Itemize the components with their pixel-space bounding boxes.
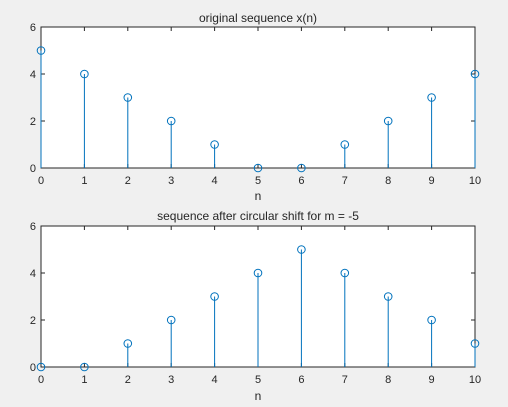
stem-series [36, 46, 480, 173]
x-axis-label: n [255, 389, 262, 403]
stem-marker [383, 292, 393, 301]
stem-marker [470, 339, 480, 348]
x-tick-label: 10 [469, 374, 481, 386]
x-tick-label: 0 [38, 374, 44, 386]
y-tick-label: 4 [30, 69, 36, 81]
stem-marker [210, 140, 219, 149]
x-tick-label: 1 [81, 175, 87, 187]
x-tick-label: 3 [168, 374, 174, 386]
stem-marker [427, 93, 436, 102]
stem-marker [80, 69, 89, 79]
stem-marker [123, 93, 133, 102]
x-axis-label: n [255, 189, 262, 203]
x-tick-label: 9 [429, 374, 435, 386]
subplot-title: original sequence x(n) [199, 11, 317, 25]
stem-marker [470, 69, 480, 79]
axes-area [40, 26, 476, 169]
x-tick-label: 8 [385, 374, 391, 386]
stem-marker [340, 268, 350, 278]
stem-marker [253, 268, 263, 278]
y-tick-label: 0 [30, 362, 36, 374]
x-tick-label: 2 [125, 374, 131, 386]
x-tick-label: 5 [255, 175, 261, 187]
x-tick-label: 7 [342, 374, 348, 386]
x-tick-label: 8 [385, 175, 391, 187]
stem-marker [340, 140, 350, 149]
stem-marker [166, 315, 176, 325]
subplot-shifted-sequence: sequence after circular shift for m = -5… [30, 209, 481, 403]
x-tick-label: 4 [212, 175, 218, 187]
stem-marker [253, 163, 263, 173]
stem-marker [36, 362, 46, 372]
stem-marker [383, 116, 393, 126]
y-tick-label: 2 [30, 116, 36, 128]
x-tick-label: 1 [81, 374, 87, 386]
x-tick-label: 5 [255, 374, 261, 386]
x-tick-label: 4 [212, 374, 218, 386]
y-tick-label: 6 [30, 22, 36, 34]
y-tick-label: 6 [30, 221, 36, 233]
subplot-original-sequence: original sequence x(n) n 0 1 2 3 4 5 6 7 8 9 10 0 2 4… [30, 11, 481, 203]
y-tick-label: 2 [30, 315, 36, 327]
stem-marker [166, 116, 176, 126]
x-tick-label: 6 [298, 175, 304, 187]
x-tick-label: 7 [342, 175, 348, 187]
x-tick-label: 0 [38, 175, 44, 187]
stem-marker [210, 292, 219, 301]
y-tick-label: 0 [30, 163, 36, 175]
x-tick-label: 10 [469, 175, 481, 187]
stem-series [36, 245, 480, 372]
x-tick-label: 2 [125, 175, 131, 187]
stem-marker [427, 315, 436, 325]
stem-marker [123, 339, 133, 348]
x-tick-label: 6 [298, 374, 304, 386]
stem-marker [80, 362, 89, 372]
x-tick-label: 9 [429, 175, 435, 187]
stem-marker [297, 245, 306, 254]
subplot-title: sequence after circular shift for m = -5 [157, 209, 359, 223]
y-tick-label: 4 [30, 268, 36, 280]
x-tick-label: 3 [168, 175, 174, 187]
stem-marker [36, 46, 46, 55]
stem-marker [297, 163, 306, 173]
